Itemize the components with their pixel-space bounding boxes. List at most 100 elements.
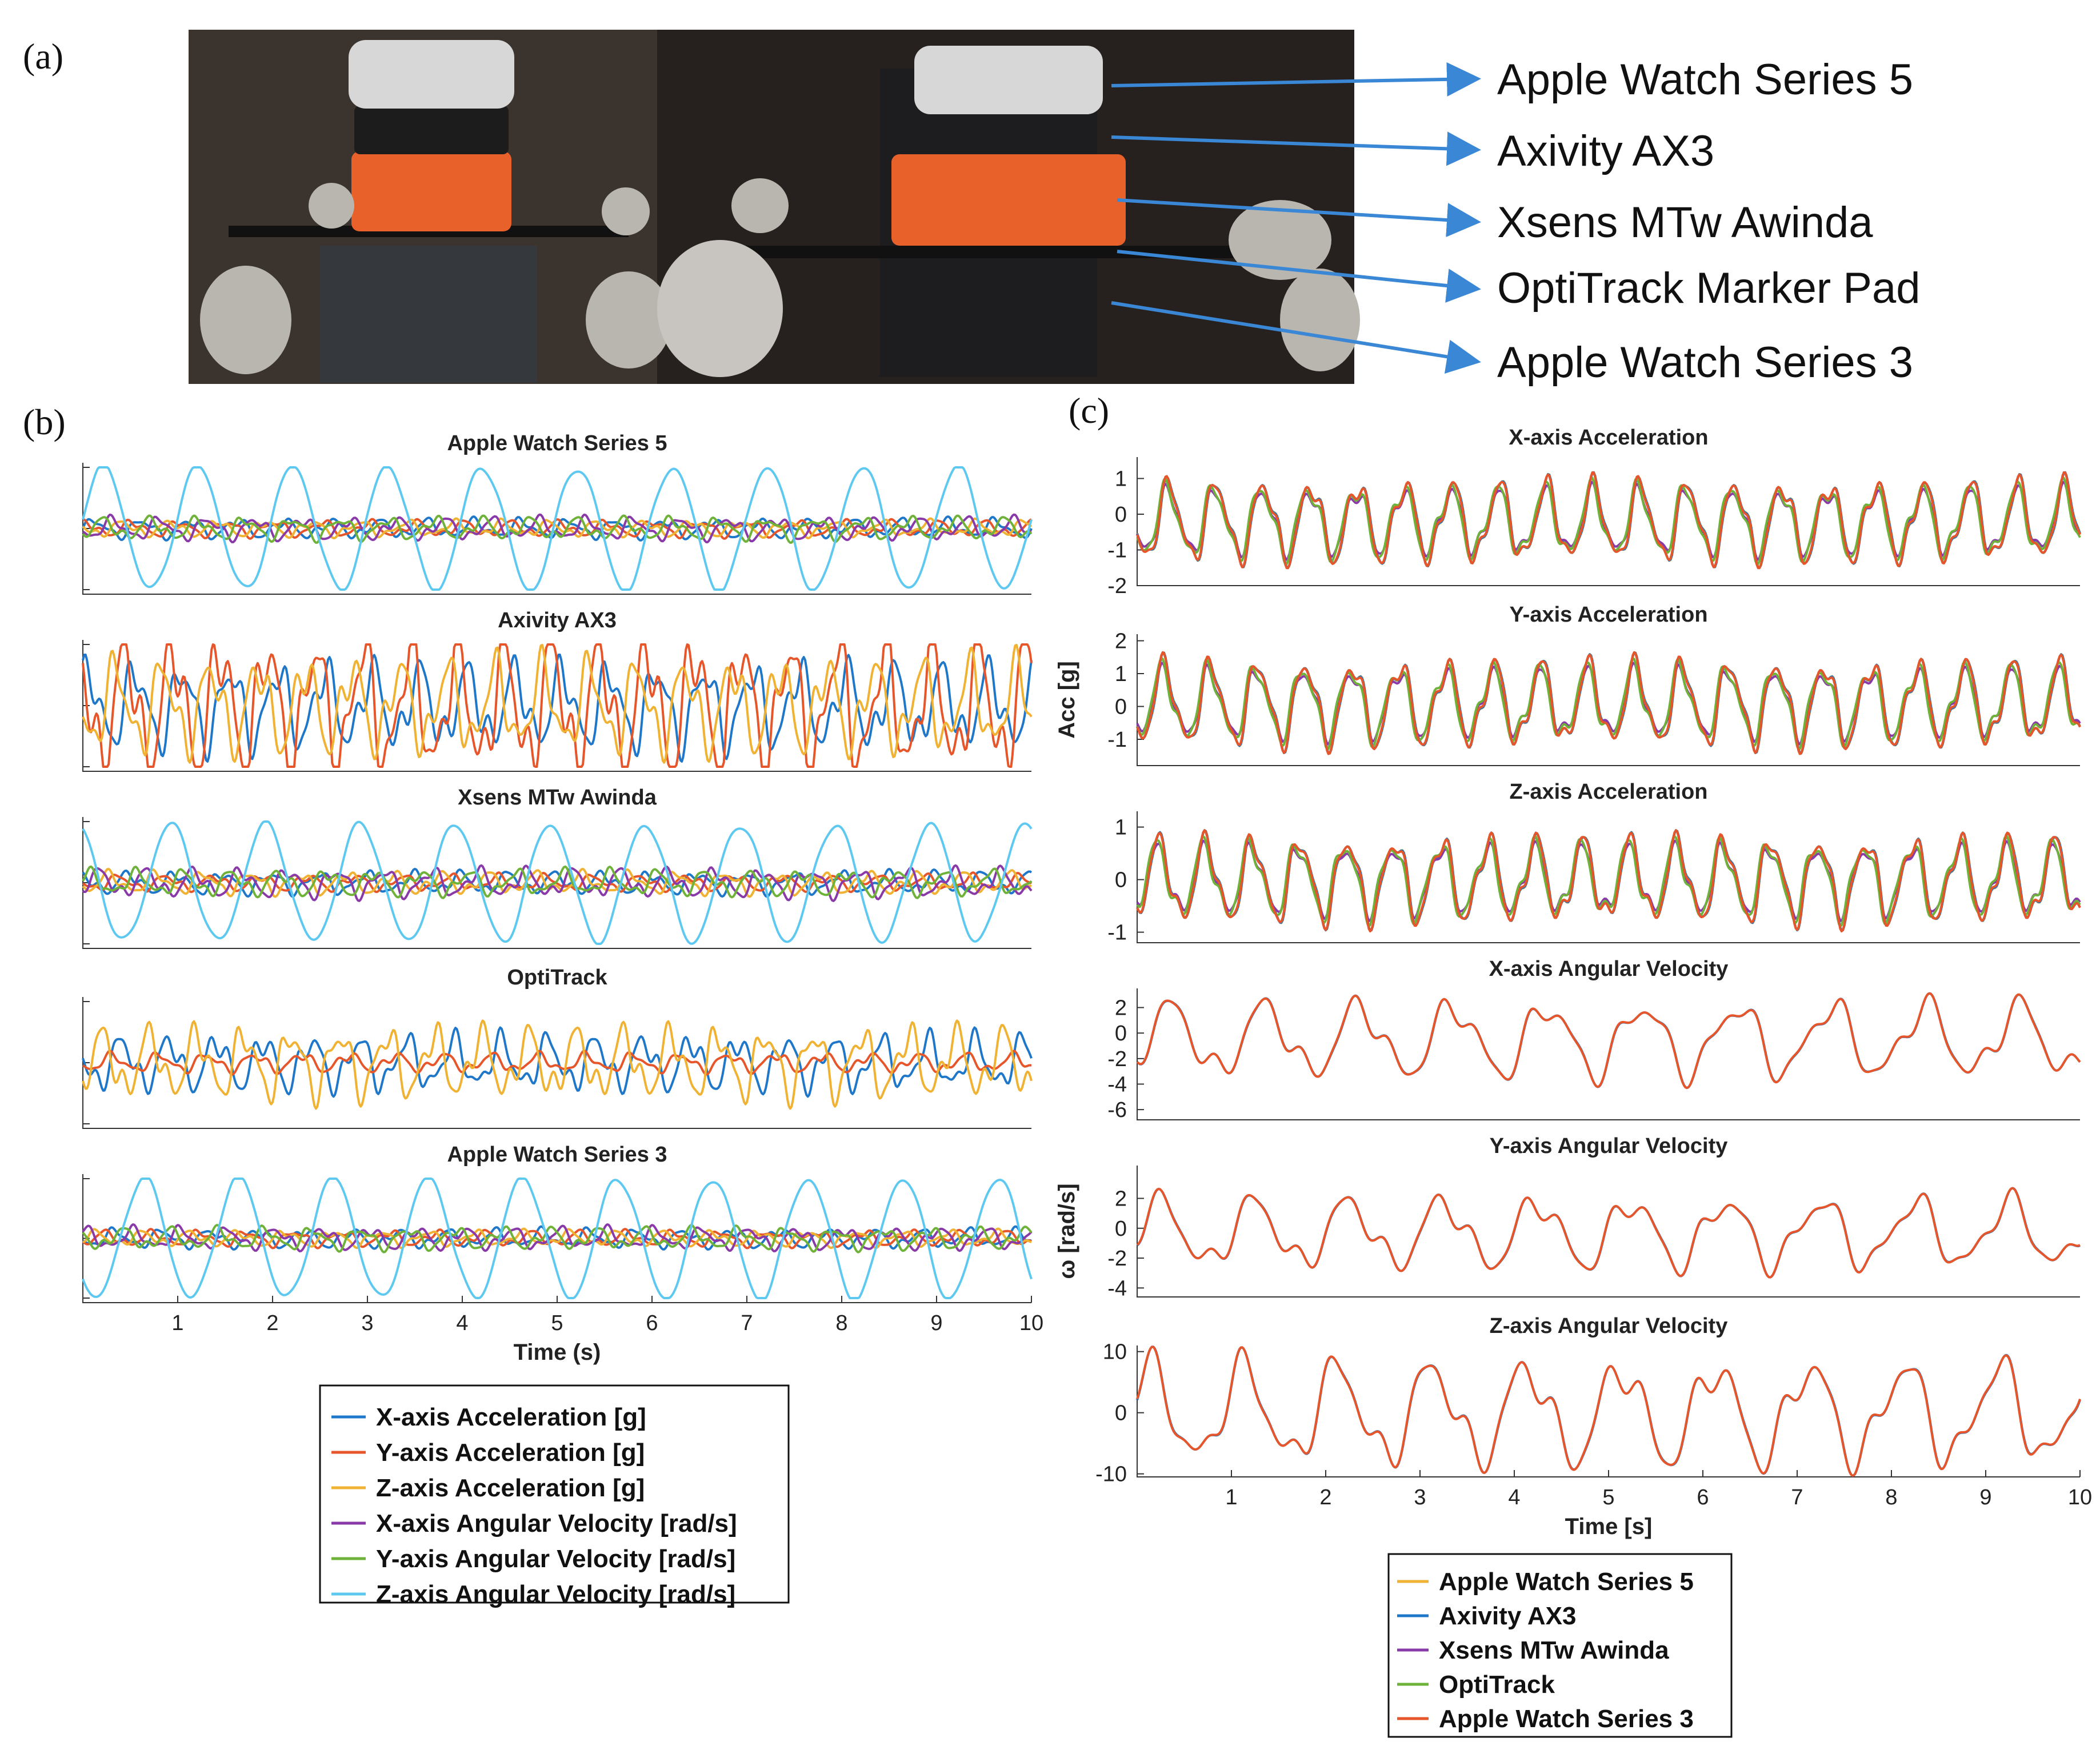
y-tick-label: 0: [1115, 868, 1127, 892]
legend-c: Apple Watch Series 5 Axivity AX3 Xsens MTw…: [1387, 1553, 1733, 1738]
marker-pad-bar-right: [714, 246, 1286, 258]
charts: Apple Watch Series 5 Axivity AX3 Xsens MTw…: [82, 426, 2092, 1539]
legend-label: Z-axis Angular Velocity [rad/s]: [376, 1580, 735, 1608]
series-line-x_acc: [82, 1026, 1033, 1098]
y-tick-label: 0: [1115, 503, 1127, 527]
y-tick-label: 0: [1115, 1022, 1127, 1046]
callout-arrow: [1111, 301, 1481, 374]
callout-apple-watch-3: Apple Watch Series 3: [1497, 338, 1913, 387]
series-line-aws3: [1136, 1187, 2081, 1279]
series-line-y_acc: [82, 643, 1033, 768]
legend-label: Y-axis Angular Velocity [rad/s]: [376, 1545, 735, 1573]
axivity-sensor-left: [354, 106, 509, 154]
subplot-title: X-axis Angular Velocity: [1489, 957, 1729, 981]
subplot-title: Z-axis Angular Velocity: [1490, 1314, 1728, 1338]
series-line-z_acc: [82, 643, 1033, 764]
xsens-sensor-left: [351, 151, 511, 231]
x-tick-label: 8: [835, 1311, 847, 1335]
x-tick-label: 7: [741, 1311, 753, 1335]
x-axis-label: Time (s): [514, 1340, 601, 1365]
x-tick-label: 5: [1602, 1485, 1614, 1509]
legend-label: Xsens MTw Awinda: [1439, 1636, 1669, 1664]
series-line-y_gyr: [82, 1224, 1033, 1254]
y-tick-label: 0: [1115, 1217, 1127, 1241]
axis-lines: [82, 817, 1031, 949]
series-line-aws3: [1136, 992, 2081, 1090]
subplot: Z-axis Angular Velocity 10 0 -10 1 2 3 4 5 6 7 8 9 10…: [1095, 1314, 2092, 1539]
watch-strap-left: [320, 246, 537, 383]
subplot-title: Xsens MTw Awinda: [458, 786, 657, 810]
subplot-title: Z-axis Acceleration: [1509, 780, 1707, 804]
axis-lines: [82, 997, 1031, 1129]
marker-ball: [200, 266, 291, 374]
subplot: Z-axis Acceleration 1 0 -1: [1107, 780, 2081, 945]
callout-arrow: [1111, 62, 1481, 97]
x-tick-label: 6: [646, 1311, 658, 1335]
y-tick-label: -2: [1107, 1047, 1127, 1071]
axis-lines: [82, 1174, 1031, 1303]
callout-optitrack: OptiTrack Marker Pad: [1497, 264, 1920, 313]
subplot-title: OptiTrack: [507, 966, 607, 990]
y-tick-label: -1: [1107, 728, 1127, 752]
y-tick-label: 1: [1115, 816, 1127, 840]
legend-c-box: [1387, 1553, 1733, 1738]
apple-watch-right: [914, 46, 1103, 114]
subplot-title: X-axis Acceleration: [1509, 426, 1708, 450]
subplot: Y-axis Angular Velocity 2 0 -2 -4 ω [rad/s]: [1054, 1134, 2081, 1300]
callouts: Apple Watch Series 5 Axivity AX3 Xsens M…: [1111, 55, 1920, 387]
series-line-x_gyr: [82, 513, 1032, 543]
series-line-z_gyr: [82, 466, 1033, 591]
marker-ball: [731, 178, 789, 233]
x-tick-label: 10: [2068, 1485, 2092, 1509]
panel-label-c: (c): [1069, 390, 1109, 431]
callout-axivity: Axivity AX3: [1497, 127, 1714, 175]
y-tick-label: 0: [1115, 1401, 1127, 1425]
subplot-title: Axivity AX3: [498, 608, 617, 632]
series-line-aws3: [1136, 471, 2081, 570]
y-tick-label: -2: [1107, 574, 1127, 598]
y-tick-label: -2: [1107, 1247, 1127, 1271]
series-line-aws3: [1136, 1345, 2081, 1477]
x-tick-label: 4: [1508, 1485, 1520, 1509]
series-line-aws3: [1136, 651, 2081, 755]
y-tick-label: 2: [1115, 1187, 1127, 1211]
x-tick-label: 8: [1885, 1485, 1897, 1509]
series-line-ax3: [1136, 1187, 2081, 1279]
legend-label: Axivity AX3: [1439, 1602, 1576, 1630]
axis-lines: [82, 463, 1031, 595]
axis-lines: [1137, 1166, 2080, 1298]
x-tick-label: 10: [1019, 1311, 1043, 1335]
legend-label: Apple Watch Series 3: [1439, 1705, 1694, 1733]
axis-lines: [1137, 634, 2080, 766]
y-tick-label: 0: [1115, 695, 1127, 719]
x-tick-label: 1: [171, 1311, 183, 1335]
panel-label-b: (b): [23, 402, 66, 442]
series-line-z_gyr: [82, 820, 1033, 945]
subplot-title: Y-axis Angular Velocity: [1490, 1134, 1728, 1158]
axis-lines: [82, 640, 1031, 772]
callout-arrow: [1117, 198, 1481, 238]
series-line-z_acc: [82, 867, 1032, 898]
legend-label: Y-axis Acceleration [g]: [376, 1439, 645, 1467]
axis-lines: [1137, 811, 2080, 943]
y-tick-label: -1: [1107, 539, 1127, 563]
series-line-x_gyr: [82, 864, 1033, 902]
x-tick-label: 4: [456, 1311, 468, 1335]
callout-xsens: Xsens MTw Awinda: [1497, 198, 1873, 247]
panel-label-a: (a): [23, 36, 63, 77]
marker-ball: [1229, 200, 1331, 280]
legend-label: Z-axis Acceleration [g]: [376, 1474, 645, 1502]
x-tick-label: 3: [1414, 1485, 1426, 1509]
series-line-y_gyr: [82, 865, 1033, 899]
subplot: Xsens MTw Awinda: [82, 786, 1033, 949]
subplot: X-axis Acceleration 1 0 -1 -2: [1107, 426, 2081, 598]
marker-ball: [602, 187, 650, 235]
legend-b: X-axis Acceleration [g] Y-axis Accelerati…: [319, 1384, 790, 1608]
x-tick-label: 3: [361, 1311, 373, 1335]
series-line-z_acc: [82, 1019, 1033, 1110]
x-tick-label: 9: [1979, 1485, 1991, 1509]
callout-arrow: [1111, 131, 1481, 166]
series-line-x_acc: [82, 515, 1033, 542]
marker-ball: [309, 183, 354, 229]
